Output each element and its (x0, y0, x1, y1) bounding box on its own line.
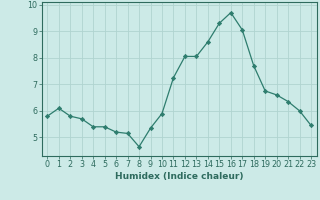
X-axis label: Humidex (Indice chaleur): Humidex (Indice chaleur) (115, 172, 244, 181)
